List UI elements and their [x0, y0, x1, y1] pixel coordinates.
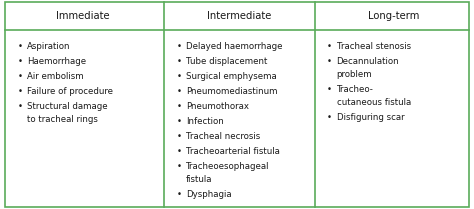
Text: •: • — [327, 42, 332, 51]
Text: •: • — [18, 72, 23, 81]
Text: Tracheal stenosis: Tracheal stenosis — [337, 42, 410, 51]
Text: •: • — [176, 57, 182, 66]
Text: Structural damage: Structural damage — [27, 102, 108, 111]
Text: Delayed haemorrhage: Delayed haemorrhage — [186, 42, 283, 51]
Text: Disfiguring scar: Disfiguring scar — [337, 113, 404, 122]
Text: •: • — [176, 190, 182, 199]
Text: Immediate: Immediate — [56, 11, 110, 21]
Text: •: • — [176, 72, 182, 81]
Text: Decannulation: Decannulation — [337, 57, 399, 66]
Text: Tracheal necrosis: Tracheal necrosis — [186, 132, 260, 141]
Text: Intermediate: Intermediate — [207, 11, 272, 21]
Text: Pneumothorax: Pneumothorax — [186, 102, 249, 111]
Text: Pneumomediastinum: Pneumomediastinum — [186, 87, 277, 96]
Text: •: • — [176, 147, 182, 156]
Text: Failure of procedure: Failure of procedure — [27, 87, 113, 96]
Text: •: • — [176, 117, 182, 126]
Text: Tube displacement: Tube displacement — [186, 57, 267, 66]
Text: •: • — [176, 162, 182, 171]
Text: •: • — [18, 87, 23, 96]
Text: •: • — [176, 42, 182, 51]
Text: fistula: fistula — [186, 175, 212, 184]
Text: •: • — [18, 102, 23, 111]
Text: to tracheal rings: to tracheal rings — [27, 115, 98, 124]
Text: •: • — [176, 102, 182, 111]
Text: Tracheoesophageal: Tracheoesophageal — [186, 162, 269, 171]
Text: Tracheo-: Tracheo- — [337, 85, 374, 94]
Text: Aspiration: Aspiration — [27, 42, 71, 51]
Text: •: • — [18, 57, 23, 66]
Text: Tracheoarterial fistula: Tracheoarterial fistula — [186, 147, 280, 156]
Text: •: • — [18, 42, 23, 51]
Text: Surgical emphysema: Surgical emphysema — [186, 72, 276, 81]
Text: •: • — [327, 85, 332, 94]
Text: Air embolism: Air embolism — [27, 72, 83, 81]
Text: Long-term: Long-term — [368, 11, 419, 21]
Text: Infection: Infection — [186, 117, 224, 126]
Text: •: • — [176, 132, 182, 141]
Text: Haemorrhage: Haemorrhage — [27, 57, 86, 66]
Text: •: • — [176, 87, 182, 96]
Text: Dysphagia: Dysphagia — [186, 190, 231, 199]
Text: problem: problem — [337, 70, 372, 79]
Text: •: • — [327, 57, 332, 66]
Text: •: • — [327, 113, 332, 122]
Text: cutaneous fistula: cutaneous fistula — [337, 98, 411, 107]
